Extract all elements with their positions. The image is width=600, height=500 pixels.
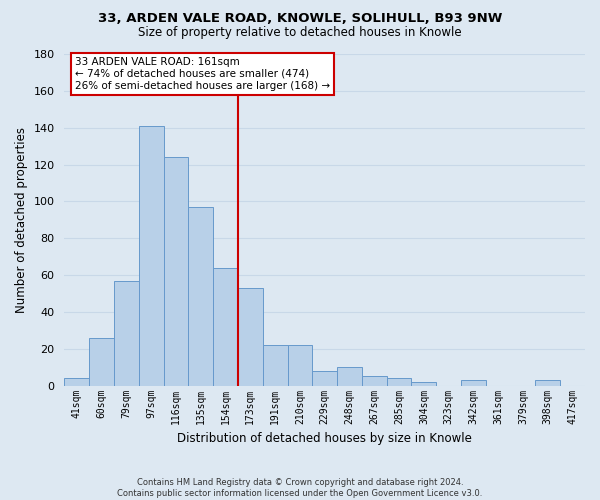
Bar [412,382,436,386]
Y-axis label: Number of detached properties: Number of detached properties [15,127,28,313]
Bar [114,280,139,386]
Text: Size of property relative to detached houses in Knowle: Size of property relative to detached ho… [138,26,462,39]
Text: 33, ARDEN VALE ROAD, KNOWLE, SOLIHULL, B93 9NW: 33, ARDEN VALE ROAD, KNOWLE, SOLIHULL, B… [98,12,502,26]
X-axis label: Distribution of detached houses by size in Knowle: Distribution of detached houses by size … [177,432,472,445]
Bar [238,288,263,386]
Bar [213,268,238,386]
Bar [313,371,337,386]
Text: 33 ARDEN VALE ROAD: 161sqm
← 74% of detached houses are smaller (474)
26% of sem: 33 ARDEN VALE ROAD: 161sqm ← 74% of deta… [75,58,330,90]
Bar [188,207,213,386]
Bar [362,376,386,386]
Bar [386,378,412,386]
Bar [89,338,114,386]
Bar [64,378,89,386]
Bar [337,367,362,386]
Bar [139,126,164,386]
Bar [164,157,188,386]
Bar [535,380,560,386]
Bar [287,345,313,386]
Text: Contains HM Land Registry data © Crown copyright and database right 2024.
Contai: Contains HM Land Registry data © Crown c… [118,478,482,498]
Bar [461,380,486,386]
Bar [263,345,287,386]
